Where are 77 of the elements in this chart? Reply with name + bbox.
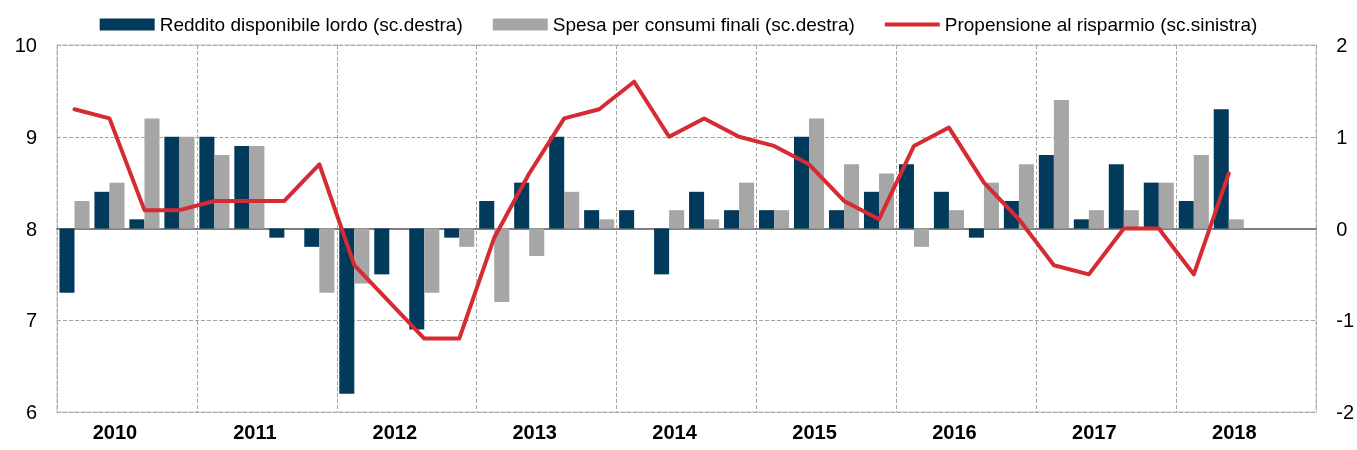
bar	[1213, 109, 1229, 229]
bar	[689, 191, 705, 229]
bar	[249, 145, 265, 229]
bar	[913, 228, 930, 247]
bar	[669, 210, 685, 229]
bar	[444, 228, 460, 238]
x-tick-label: 2013	[512, 421, 557, 443]
bar	[304, 228, 320, 247]
bar	[654, 228, 670, 275]
bar	[739, 182, 755, 229]
x-tick-label: 2018	[1212, 421, 1257, 443]
bar	[968, 228, 984, 238]
x-tick-label: 2012	[372, 421, 418, 443]
y2-tick-label: 0	[1336, 217, 1348, 240]
bar	[1228, 219, 1244, 229]
bar	[234, 145, 250, 229]
bar	[898, 164, 914, 229]
bar	[479, 200, 495, 229]
bar	[424, 228, 440, 293]
y-tick-label: 10	[14, 34, 37, 56]
bar	[1143, 182, 1159, 229]
bar	[1158, 182, 1174, 229]
bar	[1193, 155, 1209, 229]
bar	[59, 228, 75, 293]
bar	[828, 210, 845, 229]
bar	[269, 228, 285, 238]
bar	[1108, 164, 1124, 229]
bar	[1018, 164, 1034, 229]
x-tick-label: 2017	[1072, 421, 1117, 443]
bar	[933, 191, 949, 229]
bar	[129, 219, 145, 229]
bar	[1038, 155, 1054, 229]
bar	[584, 210, 600, 229]
bar	[319, 228, 335, 293]
bar	[74, 200, 90, 229]
y-tick-label: 6	[25, 401, 37, 423]
legend-label: Reddito disponibile lordo (sc.destra)	[159, 14, 463, 35]
y2-tick-label: 1	[1336, 125, 1348, 148]
bar	[1088, 210, 1104, 229]
bar	[199, 136, 215, 229]
bar	[759, 210, 775, 229]
legend-label: Propensione al risparmio (sc.sinistra)	[944, 14, 1258, 35]
y-tick-label: 9	[25, 125, 37, 148]
bar	[844, 164, 860, 229]
bar	[599, 219, 615, 229]
bar	[564, 191, 580, 229]
bar	[724, 210, 740, 229]
bar	[339, 228, 355, 394]
bar	[374, 228, 390, 275]
legend-label: Spesa per consumi finali (sc.destra)	[552, 14, 855, 35]
x-tick-label: 2015	[792, 421, 837, 443]
bar	[164, 136, 180, 229]
bar	[1073, 219, 1089, 229]
y2-tick-label: -2	[1336, 401, 1355, 423]
bar	[774, 210, 790, 229]
bar	[459, 228, 475, 247]
bar	[1178, 200, 1194, 229]
bar	[793, 136, 810, 229]
y-tick-label: 8	[25, 217, 37, 240]
x-tick-label: 2011	[233, 421, 277, 443]
y-tick-label: 7	[25, 309, 37, 332]
line-series	[72, 79, 1231, 341]
x-tick-label: 2010	[92, 421, 138, 443]
x-tick-label: 2014	[652, 421, 698, 443]
bar	[549, 136, 565, 229]
x-tick-label: 2016	[932, 421, 977, 443]
y2-tick-label: -1	[1336, 309, 1355, 332]
bar	[494, 228, 510, 302]
bar	[619, 210, 635, 229]
y2-tick-label: 2	[1336, 34, 1348, 56]
bar	[109, 182, 125, 229]
bar	[529, 228, 545, 257]
bar	[409, 228, 425, 330]
bar	[214, 155, 230, 229]
bar	[704, 219, 720, 229]
bar	[948, 210, 964, 229]
bar	[94, 191, 110, 229]
